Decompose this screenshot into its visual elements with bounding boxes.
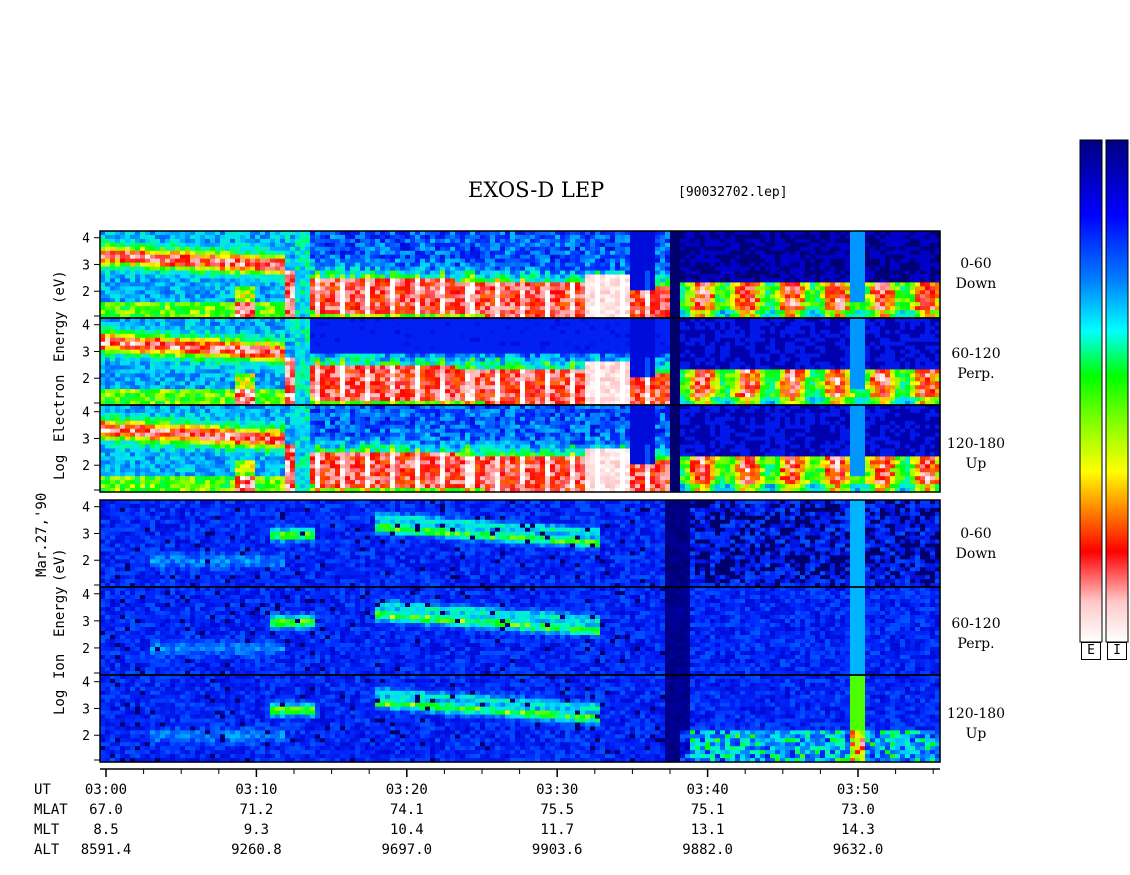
- y-tick-label: 3: [82, 615, 90, 630]
- table-cell: 03:10: [216, 780, 296, 800]
- y-tick-label: 4: [82, 501, 90, 516]
- y-tick-label: 2: [82, 372, 90, 387]
- y-tick-label: 3: [82, 432, 90, 447]
- y-tick-label: 2: [82, 729, 90, 744]
- panel-dir: Down: [941, 274, 1011, 294]
- spectrogram-panel-1: [100, 231, 941, 319]
- table-cell: 03:50: [818, 780, 898, 800]
- y-tick-label: 2: [82, 554, 90, 569]
- table-cell: 71.2: [216, 800, 296, 820]
- panel-label-1: 0-60 Down: [941, 254, 1011, 294]
- panel-range: 60-120: [941, 344, 1011, 364]
- table-row-label: ALT: [34, 840, 59, 860]
- panels-layer: [100, 231, 941, 763]
- y-tick-label: 4: [82, 232, 90, 247]
- y-tick-label: 4: [82, 319, 90, 334]
- panel-label-2: 60-120 Perp.: [941, 344, 1011, 384]
- colorbar-label-i: I: [1107, 642, 1127, 660]
- table-row-label: MLAT: [34, 800, 68, 820]
- table-cell: 75.1: [668, 800, 748, 820]
- table-cell: 03:20: [367, 780, 447, 800]
- table-cell: 9903.6: [517, 840, 597, 860]
- y-tick-label: 3: [82, 702, 90, 717]
- table-cell: 13.1: [668, 820, 748, 840]
- table-cell: 75.5: [517, 800, 597, 820]
- table-cell: 74.1: [367, 800, 447, 820]
- panel-label-4: 0-60 Down: [941, 524, 1011, 564]
- table-cell: 14.3: [818, 820, 898, 840]
- y-tick-label: 4: [82, 406, 90, 421]
- panel-dir: Perp.: [941, 634, 1011, 654]
- y-tick-label: 2: [82, 285, 90, 300]
- y-tick-label: 4: [82, 588, 90, 603]
- y-tick-label: 2: [82, 642, 90, 657]
- panel-label-6: 120-180 Up: [941, 704, 1011, 744]
- y-tick-label: 3: [82, 527, 90, 542]
- table-cell: 10.4: [367, 820, 447, 840]
- colorbar-label-e: E: [1081, 642, 1101, 660]
- colorbar-ion: [1106, 140, 1128, 642]
- table-cell: 11.7: [517, 820, 597, 840]
- table-cell: 03:30: [517, 780, 597, 800]
- panel-dir: Down: [941, 544, 1011, 564]
- table-cell: 67.0: [66, 800, 146, 820]
- y-tick-label: 3: [82, 258, 90, 273]
- spectrogram-panel-5: [100, 587, 941, 676]
- panel-dir: Up: [941, 724, 1011, 744]
- table-cell: 03:00: [66, 780, 146, 800]
- y-tick-label: 4: [82, 676, 90, 691]
- table-row-label: UT: [34, 780, 51, 800]
- spectrogram-panel-4: [100, 500, 941, 588]
- colorbar-electron: [1080, 140, 1102, 642]
- table-cell: 9.3: [216, 820, 296, 840]
- panel-range: 0-60: [941, 524, 1011, 544]
- table-cell: 9632.0: [818, 840, 898, 860]
- table-cell: 9697.0: [367, 840, 447, 860]
- table-cell: 9260.8: [216, 840, 296, 860]
- table-cell: 9882.0: [668, 840, 748, 860]
- table-cell: 8.5: [66, 820, 146, 840]
- spectrogram-panel-6: [100, 675, 941, 763]
- table-cell: 73.0: [818, 800, 898, 820]
- spectrogram-panel-2: [100, 318, 941, 406]
- panel-label-3: 120-180 Up: [941, 434, 1011, 474]
- panel-dir: Up: [941, 454, 1011, 474]
- panel-range: 120-180: [941, 434, 1011, 454]
- panel-dir: Perp.: [941, 364, 1011, 384]
- panel-label-5: 60-120 Perp.: [941, 614, 1011, 654]
- y-tick-label: 2: [82, 459, 90, 474]
- panel-range: 60-120: [941, 614, 1011, 634]
- table-row-label: MLT: [34, 820, 59, 840]
- table-cell: 03:40: [668, 780, 748, 800]
- panel-range: 0-60: [941, 254, 1011, 274]
- y-tick-label: 3: [82, 345, 90, 360]
- panel-range: 120-180: [941, 704, 1011, 724]
- spectrogram-panel-3: [100, 405, 941, 493]
- table-cell: 8591.4: [66, 840, 146, 860]
